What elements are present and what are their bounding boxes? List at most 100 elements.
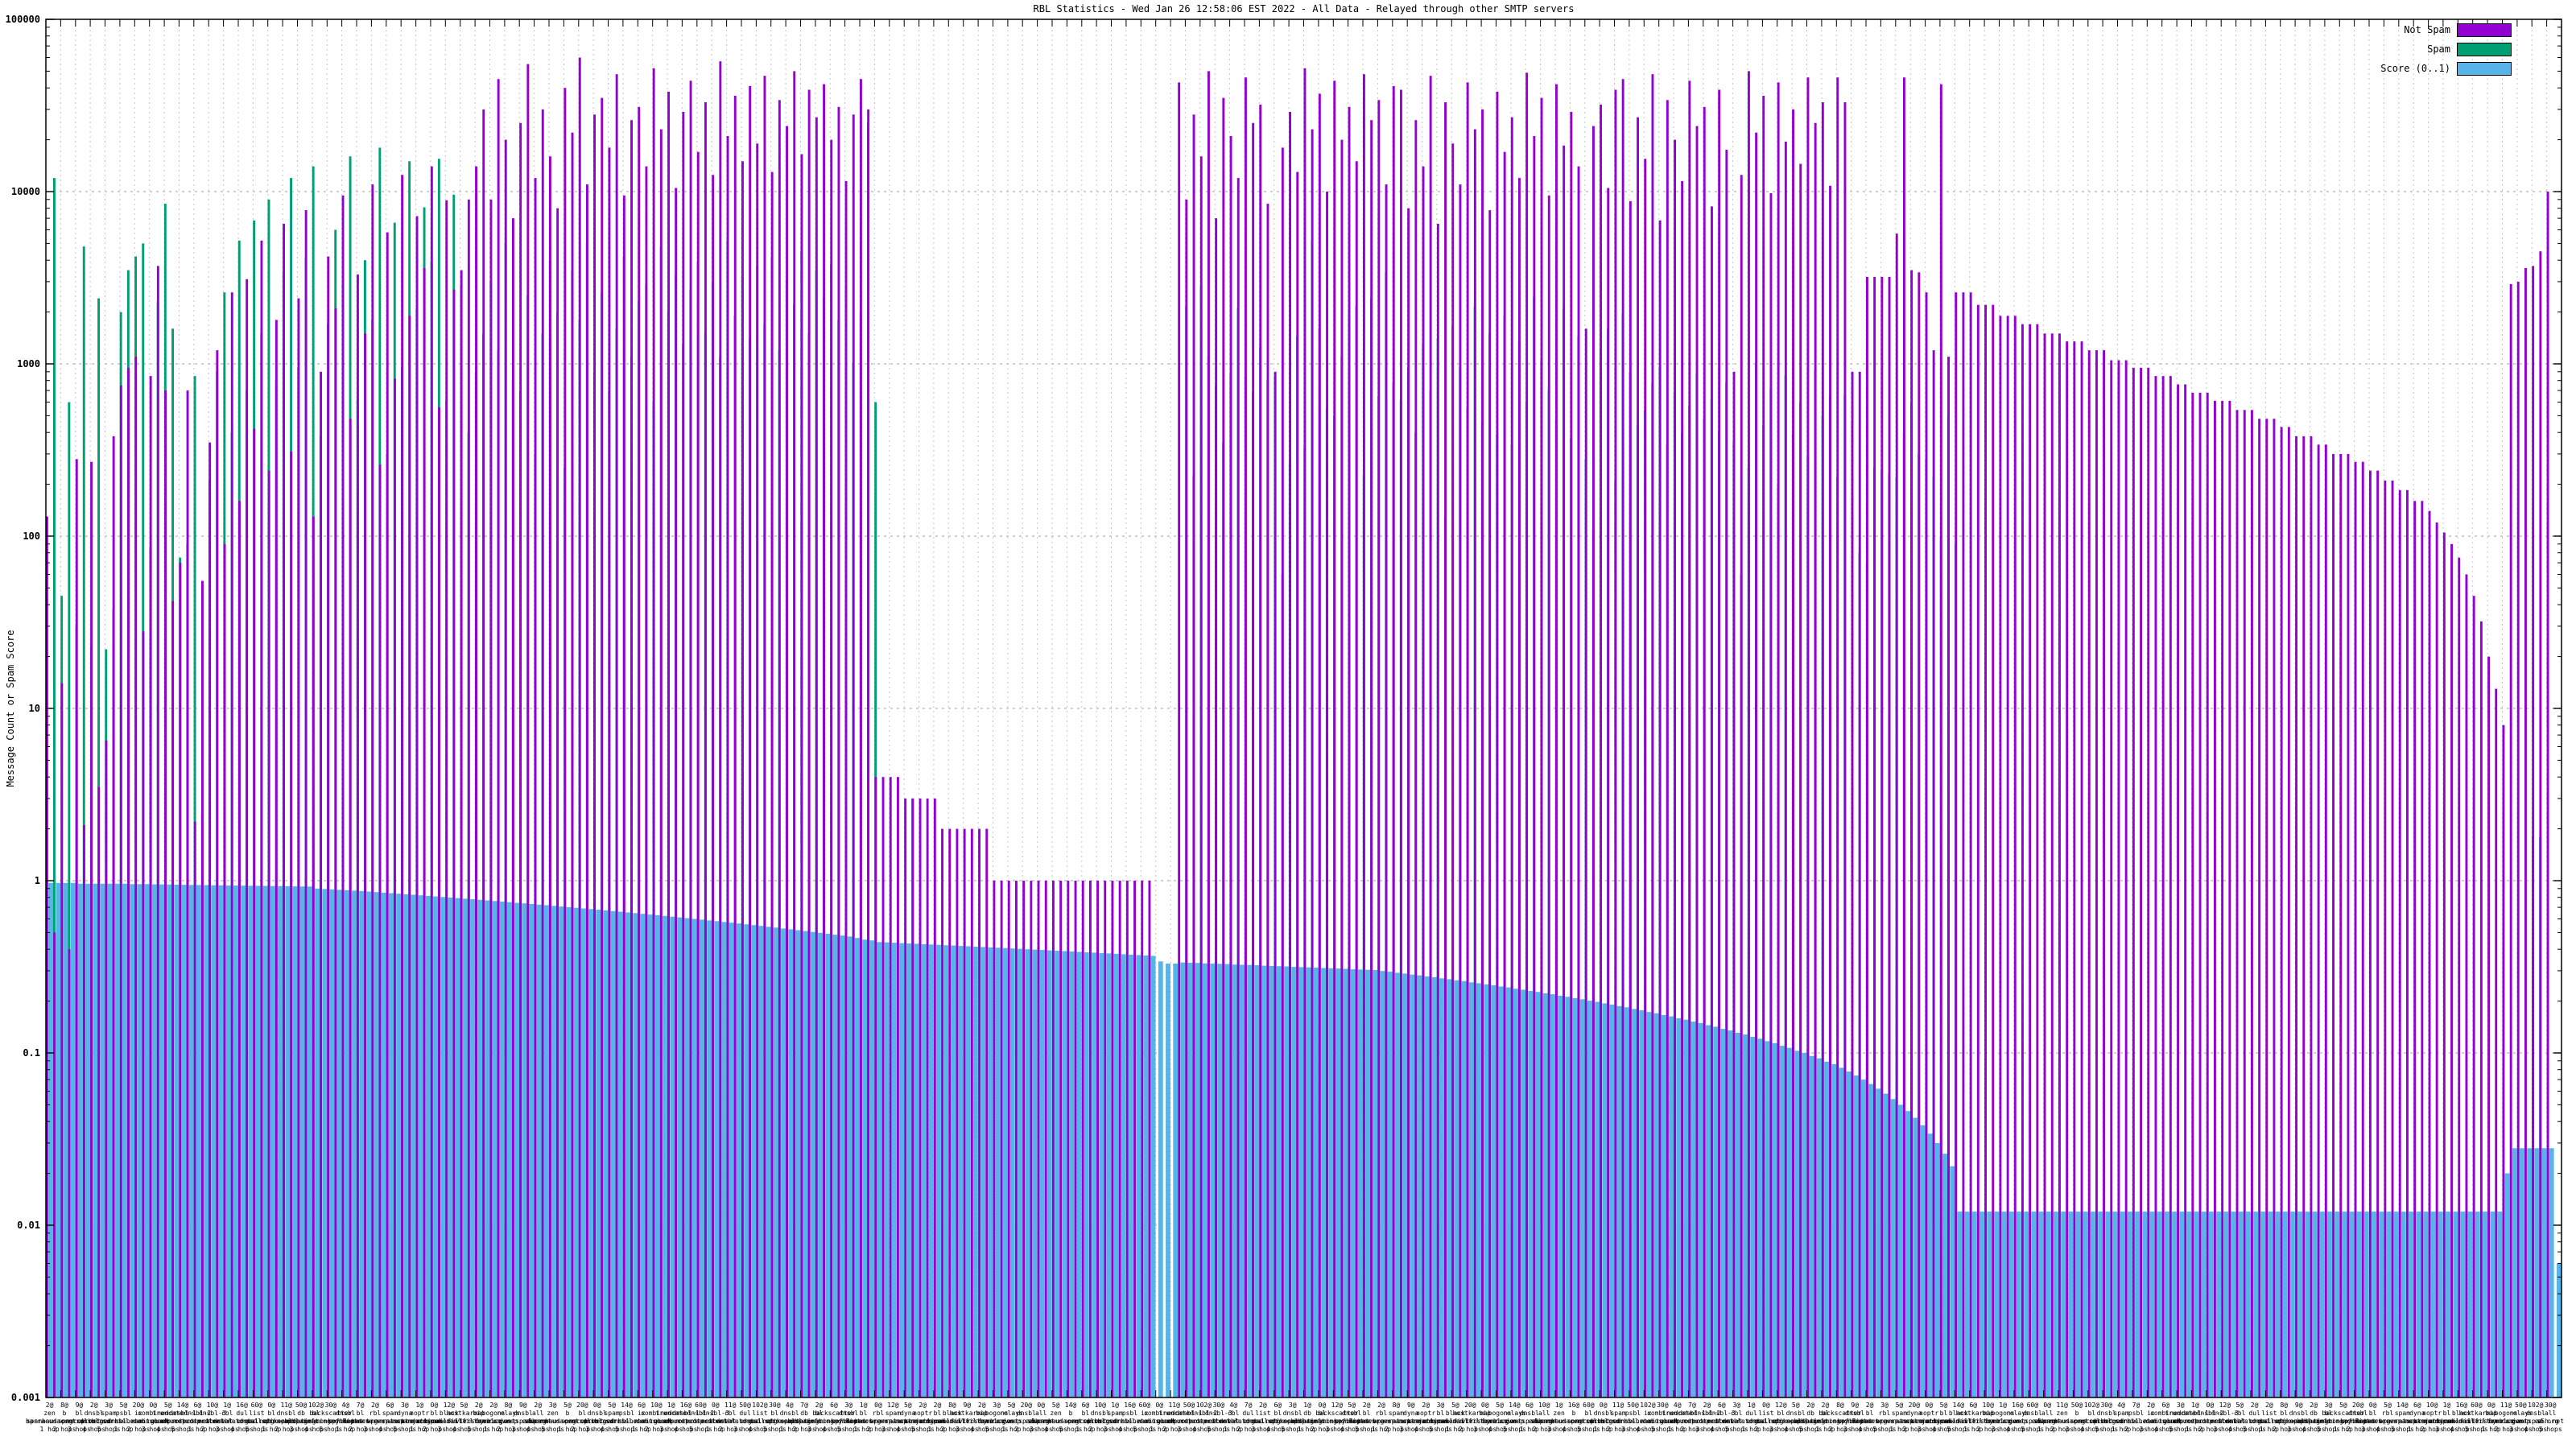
bar-not-spam [689, 80, 692, 1397]
bar-not-spam [1400, 89, 1402, 1397]
bar-not-spam [1918, 272, 1921, 1397]
x-tick-label: 3 hops [2509, 1426, 2533, 1433]
bar-not-spam [53, 932, 56, 1397]
legend-entry-score: Score (0..1) [2380, 62, 2512, 76]
bar-not-spam [1148, 881, 1151, 1397]
x-tick-label: 5@ [564, 1402, 572, 1409]
bar-not-spam [860, 79, 862, 1398]
bar-not-spam [320, 371, 322, 1397]
x-tick-label: sorbs.net [76, 1418, 112, 1425]
x-tick-label: 30@ [1657, 1402, 1669, 1409]
x-tick-label: 1@ [223, 1402, 231, 1409]
x-tick-label: 3 hops [2066, 1426, 2089, 1433]
x-tick-label: 2 hops [1236, 1426, 1260, 1433]
x-tick-label: 5@ [1496, 1402, 1504, 1409]
x-tick-label: noptr [2422, 1410, 2442, 1417]
bar-score [336, 890, 342, 1397]
plot-border [45, 19, 2562, 1398]
x-tick-label: 6@ [1525, 1402, 1534, 1409]
x-tick-label: 4@ [786, 1402, 794, 1409]
x-tick-label: 50@ [1627, 1402, 1639, 1409]
x-tick-label: dnsbl [2348, 1410, 2368, 1417]
bar-not-spam [2110, 360, 2113, 1397]
x-tick-label: bip [976, 1410, 988, 1417]
bar-not-spam [1266, 204, 1269, 1398]
bar-not-spam [852, 114, 855, 1397]
x-tick-label: list [2261, 1410, 2277, 1417]
bar-score [151, 884, 157, 1397]
bar-not-spam [97, 786, 101, 1397]
x-tick-label: virusfree.cz [2468, 1418, 2515, 1425]
bar-not-spam [2495, 688, 2498, 1397]
x-tick-label: 4 hops [1340, 1426, 1364, 1433]
bar-score [670, 916, 675, 1397]
bar-not-spam [571, 132, 574, 1398]
bar-score [218, 885, 224, 1397]
bar-score [803, 931, 808, 1397]
x-tick-label: spamcop.net [2070, 1418, 2113, 1425]
bar-not-spam [1326, 192, 1328, 1397]
bar-score [1150, 956, 1156, 1397]
x-tick-label: uceprotect.net [171, 1418, 225, 1425]
x-tick-label: 3@ [549, 1402, 557, 1409]
y-tick-label: 0.1 [23, 1047, 40, 1059]
bar-score [2430, 1212, 2436, 1397]
bar-not-spam [675, 188, 678, 1397]
bar-not-spam [1274, 371, 1277, 1397]
bar-score [2075, 1212, 2081, 1397]
bar-not-spam [415, 216, 419, 1397]
x-tick-label: 4 hops [2302, 1426, 2326, 1433]
bar-not-spam [2140, 367, 2142, 1397]
bar-not-spam [1703, 106, 1706, 1397]
x-tick-label: 6@ [2413, 1402, 2421, 1409]
bar-score [633, 913, 638, 1397]
bar-score [2557, 1263, 2562, 1397]
bar-score [1484, 984, 1489, 1397]
x-tick-label: 1 hop [1594, 1426, 1613, 1433]
x-tick-label: 6@ [2161, 1402, 2169, 1409]
bar-score [1025, 949, 1030, 1397]
bar-score [640, 914, 646, 1397]
x-tick-label: 14@ [177, 1402, 189, 1409]
bar-not-spam [1074, 881, 1077, 1397]
bar-not-spam [1858, 371, 1861, 1397]
x-tick-label: 6@ [1082, 1402, 1090, 1409]
bar-not-spam [1814, 122, 1817, 1397]
x-tick-label: 3 hops [437, 1426, 460, 1433]
x-tick-label: 4 hops [2450, 1426, 2473, 1433]
x-tick-label: 60@ [2027, 1402, 2039, 1409]
x-tick-label: 2@ [1866, 1402, 1874, 1409]
x-tick-label: noptr [1416, 1410, 1435, 1417]
bar-score [188, 885, 194, 1397]
bar-not-spam [1296, 171, 1299, 1398]
x-tick-label: 3 hops [142, 1426, 165, 1433]
bar-not-spam [549, 156, 551, 1397]
x-tick-label: mailspike.net [1756, 1418, 1806, 1425]
bar-not-spam [1644, 159, 1647, 1397]
bar-not-spam [1377, 100, 1381, 1397]
x-tick-label: 6@ [1274, 1402, 1282, 1409]
x-tick-label: dnsbl.sorbs.net [1219, 1418, 1277, 1425]
bar-score [647, 914, 653, 1397]
bar-score [1055, 951, 1059, 1397]
bar-score [418, 895, 423, 1397]
bar-not-spam [682, 112, 685, 1397]
x-tick-label: 1 hop [40, 1426, 60, 1433]
bar-score [2467, 1212, 2473, 1397]
x-tick-label: dnsbl-2 [687, 1410, 715, 1417]
x-tick-label: 8@ [60, 1402, 68, 1409]
bar-score [1247, 964, 1252, 1397]
bar-not-spam [1533, 136, 1536, 1397]
bar-not-spam [926, 798, 929, 1397]
bar-score [810, 931, 815, 1397]
x-tick-label: 2 hops [1828, 1426, 1852, 1433]
bar-score [1794, 1051, 1800, 1397]
x-tick-label: barracudacentral.org [26, 1418, 104, 1425]
bar-score [1824, 1061, 1829, 1397]
x-tick-label: 3 hops [68, 1426, 91, 1433]
bar-not-spam [807, 89, 811, 1397]
bar-score [2512, 1148, 2517, 1397]
bar-score [2068, 1212, 2074, 1397]
x-tick-label: 3 hops [1325, 1426, 1348, 1433]
x-tick-label: 2 hops [1681, 1426, 1704, 1433]
